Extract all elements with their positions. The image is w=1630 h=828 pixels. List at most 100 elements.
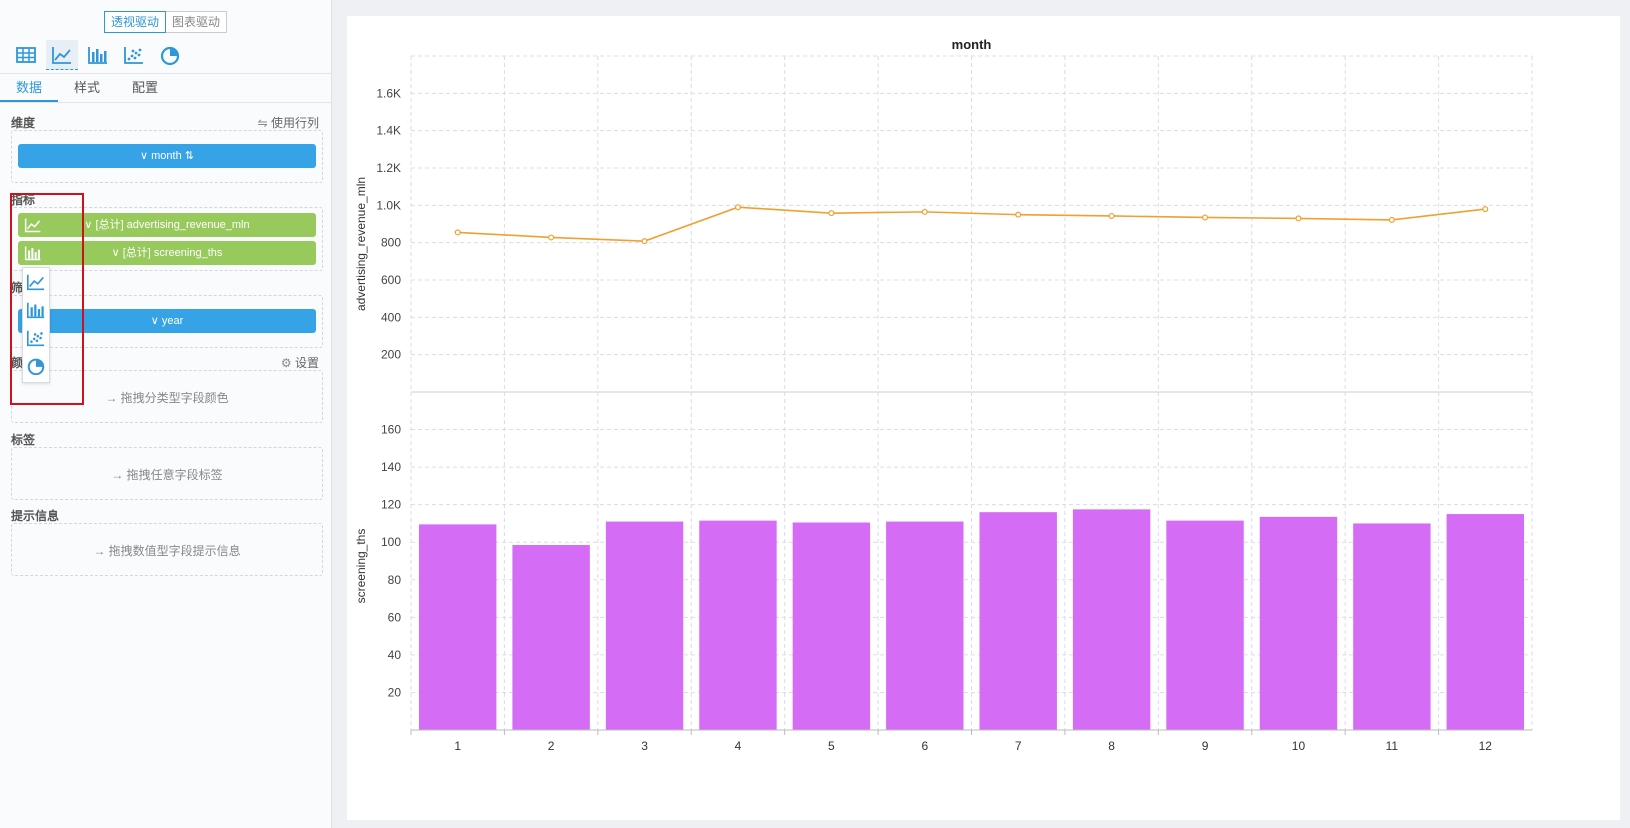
chart-type-bar (10, 40, 186, 70)
y-tick-label: 20 (388, 685, 402, 699)
pie-icon[interactable] (154, 40, 186, 70)
combo-chart: month 200 400 600 800 1.0K 1.2K 1.4K 1.6K 20 40 60 8… (354, 37, 1533, 753)
filter-pill[interactable]: ∨ year (18, 309, 316, 333)
chart-mode-button[interactable]: 图表驱动 (166, 11, 228, 33)
tooltip-hint: → 拖拽数值型字段提示信息 (93, 544, 241, 558)
scatter-icon[interactable] (118, 40, 150, 70)
bar (1072, 509, 1151, 730)
chevron-down-icon: ∨ (140, 150, 152, 162)
metric-pill-screening[interactable]: ∨ [总计] screening_ths (18, 241, 316, 265)
y-tick-label: 200 (381, 348, 401, 362)
use-row-col-button[interactable]: ⇋ 使用行列 (257, 116, 319, 130)
chevron-down-icon: ∨ (84, 219, 96, 231)
bar (699, 520, 777, 730)
labels-label: 标签 (11, 433, 36, 447)
gear-icon: ⚙ (280, 356, 295, 370)
bar (886, 521, 964, 730)
y-tick-label: 100 (381, 535, 401, 549)
bar (979, 512, 1057, 730)
tab-data[interactable]: 数据 (0, 74, 59, 102)
line-point (1388, 216, 1395, 223)
line-chart-icon[interactable] (24, 216, 42, 234)
sort-icon: ⇅ (181, 150, 194, 162)
line-point (1015, 211, 1022, 218)
y-tick-label: 160 (381, 423, 401, 437)
arrow-right-icon: → (111, 468, 127, 482)
y-tick-label: 40 (388, 648, 402, 662)
y-tick-label: 400 (381, 310, 401, 324)
metric-dropzone[interactable]: ∨ [总计] advertising_revenue_mln ∨ [总计] sc… (11, 207, 323, 271)
bar-chart-icon[interactable] (82, 40, 114, 70)
line-chart-icon[interactable] (23, 268, 49, 296)
config-panel: 透视驱动 图表驱动 数据 样式 配置 维度 ⇋ 使用行列 ∨ month ⇅ 指… (0, 0, 332, 828)
x-tick-label: 9 (1202, 739, 1209, 753)
bar (1166, 520, 1244, 730)
x-tick-label: 4 (735, 739, 742, 753)
tab-style[interactable]: 样式 (74, 80, 101, 95)
series-type-popup (22, 267, 50, 383)
x-tick-label: 3 (641, 739, 648, 753)
line-point (921, 208, 928, 215)
y-tick-label: 1.0K (376, 198, 401, 212)
arrow-right-icon: → (105, 391, 121, 405)
bar (1259, 516, 1338, 730)
chart-canvas: month 200 400 600 800 1.0K 1.2K 1.4K 1.6K 20 40 60 8… (347, 16, 1620, 820)
y-tick-label: 60 (388, 610, 402, 624)
line-point (1482, 206, 1489, 213)
x-tick-label: 6 (921, 739, 928, 753)
bar (1353, 523, 1431, 730)
labels-dropzone[interactable]: → 拖拽任意字段标签 (11, 447, 323, 500)
scatter-icon[interactable] (23, 324, 49, 352)
chevron-down-icon: ∨ (111, 247, 123, 259)
y-tick-label: 1.2K (376, 161, 401, 175)
tooltip-label: 提示信息 (11, 509, 60, 523)
y-tick-label: 1.6K (376, 86, 401, 100)
bar-chart-icon[interactable] (23, 296, 49, 324)
line-chart-icon[interactable] (46, 40, 78, 70)
arrow-right-icon: → (93, 544, 109, 558)
chevron-down-icon: ∨ (150, 315, 162, 327)
x-tick-label: 10 (1292, 739, 1306, 753)
x-tick-label: 12 (1479, 739, 1493, 753)
bar (792, 522, 871, 730)
config-tabs: 数据 样式 配置 (0, 73, 331, 103)
y-tick-label: 120 (381, 498, 401, 512)
pivot-mode-button[interactable]: 透视驱动 (104, 11, 167, 33)
tab-config[interactable]: 配置 (132, 80, 159, 95)
dimension-dropzone[interactable]: ∨ month ⇅ (11, 130, 323, 183)
line-point (734, 204, 741, 211)
line-point (548, 234, 555, 241)
table-icon[interactable] (10, 40, 42, 70)
filter-dropzone[interactable]: ∨ year (11, 295, 323, 348)
y-tick-label: 80 (388, 573, 402, 587)
bar (512, 545, 590, 730)
y-axis-title-bottom: screening_ths (354, 529, 368, 604)
y-tick-label: 600 (381, 273, 401, 287)
x-tick-label: 2 (548, 739, 555, 753)
bar (419, 524, 497, 730)
color-dropzone[interactable]: → 拖拽分类型字段颜色 (11, 370, 323, 423)
x-tick-label: 11 (1386, 739, 1399, 753)
dimension-pill[interactable]: ∨ month ⇅ (18, 144, 316, 168)
x-tick-label: 8 (1108, 739, 1115, 753)
line-point (1108, 212, 1115, 219)
y-axis-title-top: advertising_revenue_mln (354, 177, 368, 311)
bar (1446, 514, 1524, 730)
color-hint: → 拖拽分类型字段颜色 (105, 391, 229, 405)
dimension-label: 维度 (11, 116, 36, 130)
pie-icon[interactable] (23, 352, 49, 380)
tooltip-dropzone[interactable]: → 拖拽数值型字段提示信息 (11, 523, 323, 576)
metric-label: 指标 (11, 193, 36, 207)
metric-pill-revenue[interactable]: ∨ [总计] advertising_revenue_mln (18, 213, 316, 237)
bar-chart-icon[interactable] (24, 244, 42, 262)
x-tick-label: 5 (828, 739, 835, 753)
mode-switch: 透视驱动 图表驱动 (104, 11, 228, 33)
x-tick-label: 7 (1015, 739, 1022, 753)
color-settings-button[interactable]: ⚙ 设置 (280, 356, 319, 370)
labels-hint: → 拖拽任意字段标签 (111, 468, 223, 482)
y-tick-label: 800 (381, 236, 401, 250)
x-tick-label: 1 (454, 739, 461, 753)
y-tick-label: 1.4K (376, 124, 401, 138)
swap-icon: ⇋ (257, 116, 271, 130)
line-point (454, 229, 461, 236)
